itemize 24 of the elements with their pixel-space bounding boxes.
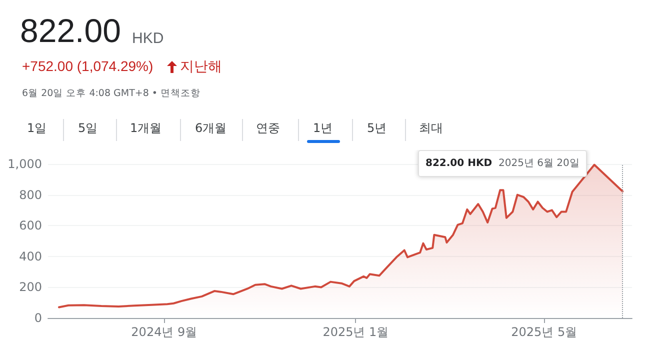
text: 1일 [27,120,47,137]
text: 5일 [78,120,98,137]
text: +752.00 (1,074.29%) [22,58,154,74]
y-tick-label: 200 [19,280,42,294]
text: 최대 [419,120,443,137]
y-tick-label: 1,000 [8,157,42,171]
text: 연중 [256,120,280,137]
text: 6개월 [195,120,227,137]
y-tick-label: 600 [19,218,42,233]
y-tick-label: 0 [34,311,42,325]
x-tick-label: 2024년 9월 [131,325,198,339]
y-tick-label: 800 [19,188,42,202]
text: 6월 20일 오후 4:08 GMT+8 • 면책조항 [22,87,201,100]
text: HKD [132,30,164,47]
text: 5년 [367,120,387,137]
y-tick-label: 400 [19,249,42,264]
text: 지난해 [180,58,222,76]
chart-title: 822.00 [20,12,121,50]
x-tick-label: 2025년 5월 [511,325,578,339]
text: 1개월 [130,120,162,137]
annotation: 2025년 6월 20일 [498,158,580,169]
annotation: 822.00 HKD [426,158,492,169]
text: 1년 [313,120,333,137]
x-tick-label: 2025년 1월 [322,325,389,339]
